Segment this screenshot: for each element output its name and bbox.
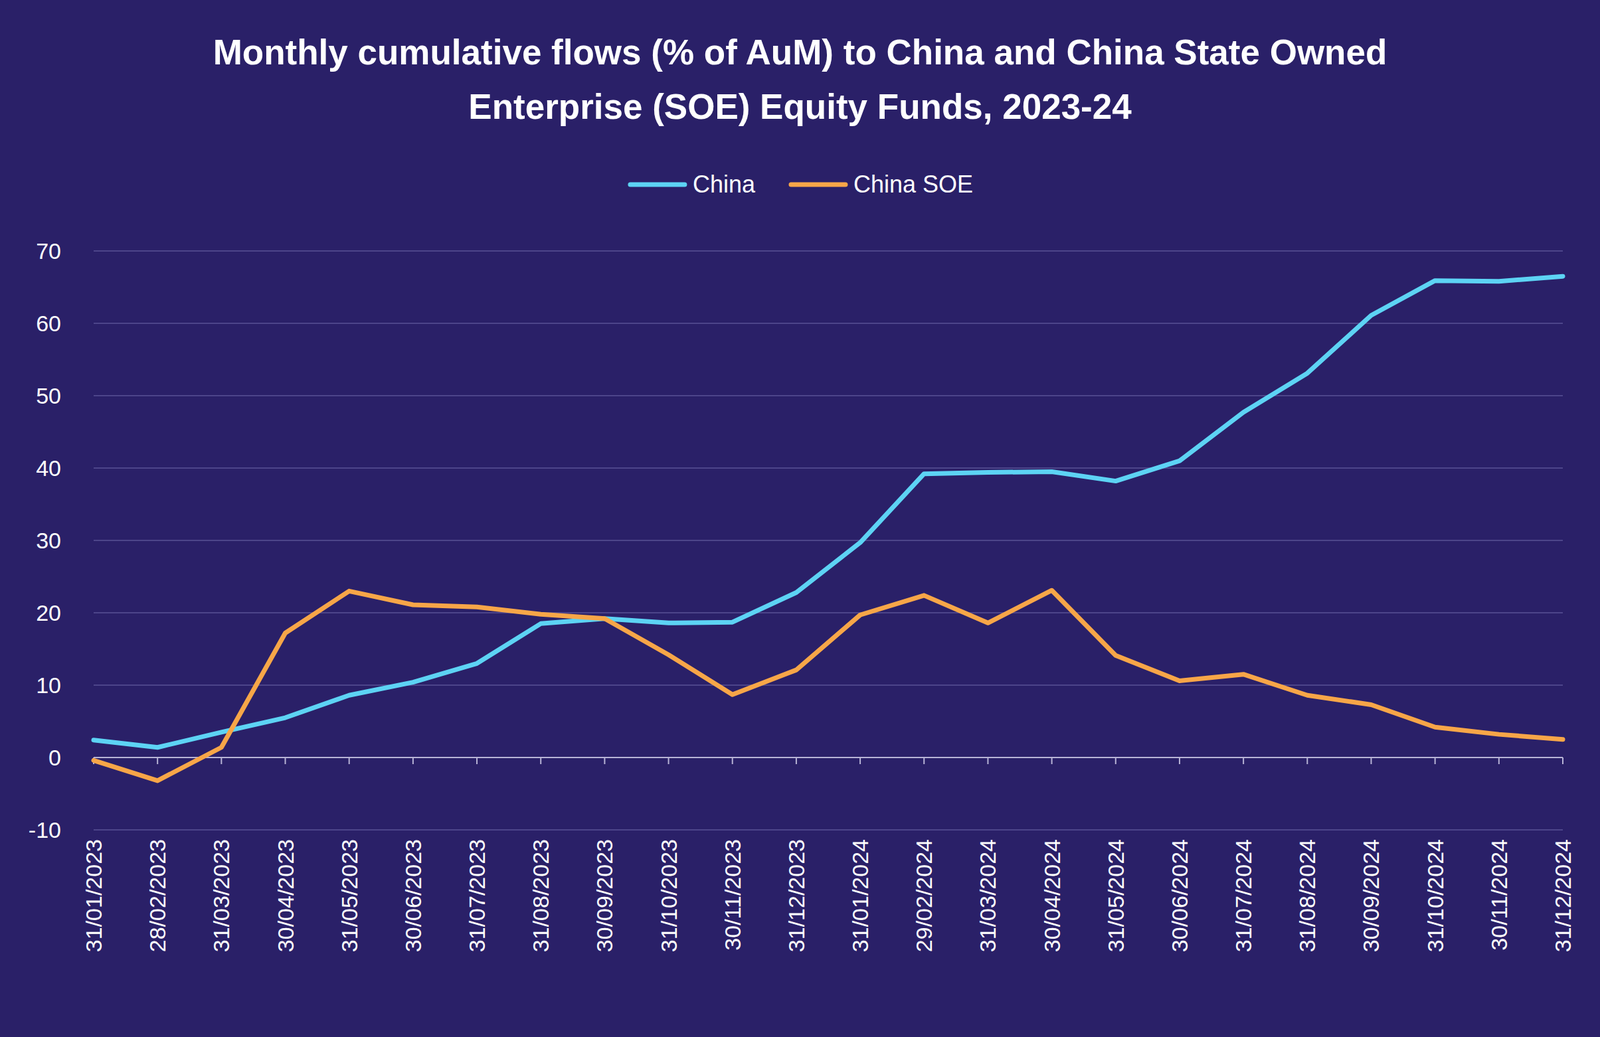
y-tick-label: 40 — [35, 455, 62, 481]
x-tick — [539, 757, 542, 765]
x-tick — [1306, 757, 1308, 765]
legend-swatch — [630, 182, 685, 188]
grid-line — [93, 684, 1563, 687]
y-tick-label: 0 — [48, 745, 62, 771]
x-tick-label: 30/04/2024 — [1039, 839, 1065, 953]
x-tick-label: 28/02/2023 — [144, 839, 171, 953]
x-tick-label: 31/07/2023 — [464, 839, 490, 953]
zero-axis-line — [93, 757, 1563, 759]
x-tick-label: 31/10/2023 — [656, 839, 682, 953]
x-tick — [1562, 757, 1564, 765]
x-tick-label: 31/10/2024 — [1422, 839, 1448, 953]
x-tick-label: 31/12/2023 — [783, 839, 809, 953]
x-tick-label: 31/03/2023 — [208, 839, 234, 953]
x-tick-label: 31/08/2024 — [1294, 839, 1320, 953]
x-tick-label: 31/07/2024 — [1230, 839, 1256, 953]
legend: China China SOE — [630, 170, 974, 198]
legend-swatch — [791, 182, 846, 188]
x-tick — [220, 757, 222, 765]
x-tick-label: 31/01/2023 — [81, 839, 107, 953]
x-tick — [668, 757, 670, 765]
x-tick-label: 30/06/2023 — [400, 839, 426, 953]
x-tick — [795, 757, 798, 765]
title-box: Monthly cumulative flows (% of AuM) to C… — [0, 25, 1600, 135]
x-tick — [284, 757, 287, 765]
grid-line — [93, 395, 1563, 397]
y-tick-label: 30 — [35, 528, 62, 554]
x-tick-label: 30/06/2024 — [1166, 839, 1193, 953]
x-tick — [348, 757, 351, 765]
grid-line — [93, 322, 1563, 325]
grid-line — [93, 250, 1563, 252]
x-tick — [859, 757, 861, 765]
series-line — [93, 276, 1563, 748]
x-tick-label: 31/03/2024 — [975, 839, 1001, 953]
x-tick-label: 30/09/2024 — [1358, 839, 1384, 953]
x-tick — [1370, 757, 1372, 765]
chart: -10 0 10 20 30 40 50 60 70 31/01/2023 28/02/2023 31… — [0, 0, 1600, 1037]
grid-line — [93, 829, 1563, 831]
x-tick-label: 30/09/2023 — [591, 839, 618, 953]
y-tick-label: -10 — [28, 817, 62, 843]
chart-title: Monthly cumulative flows (% of AuM) to C… — [169, 25, 1432, 135]
x-tick — [1051, 757, 1053, 765]
legend-label: China SOE — [853, 170, 974, 198]
x-tick — [1498, 757, 1500, 765]
y-tick-label: 20 — [35, 600, 62, 626]
series-line — [93, 590, 1563, 782]
x-tick-label: 30/04/2023 — [272, 839, 299, 953]
legend-label: China — [692, 170, 756, 198]
x-tick-label: 31/05/2023 — [336, 839, 362, 953]
x-tick — [1115, 757, 1117, 765]
x-tick — [1434, 757, 1436, 765]
plot-area — [93, 276, 1563, 782]
x-tick-label: 30/11/2024 — [1486, 839, 1512, 952]
x-tick — [923, 757, 925, 765]
y-tick-label: 70 — [35, 238, 62, 264]
x-tick-label: 31/08/2023 — [528, 839, 554, 953]
x-tick — [1242, 757, 1245, 765]
x-tick-label: 31/12/2024 — [1550, 839, 1576, 953]
grid-line — [93, 467, 1563, 469]
x-tick — [1178, 757, 1181, 765]
x-tick-label: 30/11/2023 — [719, 839, 746, 952]
y-tick-label: 60 — [35, 310, 62, 337]
x-tick — [731, 757, 734, 765]
x-tick — [603, 757, 606, 765]
x-tick-label: 29/02/2024 — [911, 839, 937, 953]
x-tick — [156, 757, 159, 765]
x-tick-label: 31/05/2024 — [1103, 839, 1129, 953]
grid-line — [93, 539, 1563, 542]
x-tick — [412, 757, 414, 765]
y-tick-label: 50 — [35, 383, 62, 409]
x-tick — [476, 757, 478, 765]
x-tick — [986, 757, 989, 765]
x-tick-label: 31/01/2024 — [847, 839, 873, 953]
y-tick-label: 10 — [35, 672, 62, 699]
